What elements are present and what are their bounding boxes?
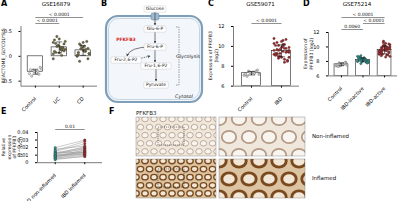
svg-text:Non-inflamed: Non-inflamed [312, 133, 349, 139]
svg-text:Control: Control [326, 85, 343, 102]
svg-text:Fru-2,6-P2: Fru-2,6-P2 [115, 57, 138, 62]
svg-text:PFKFB3: PFKFB3 [116, 37, 136, 42]
svg-text:Inflamed: Inflamed [312, 175, 336, 181]
svg-text:Glucose: Glucose [146, 6, 164, 11]
html-text:B: B [101, 0, 108, 8]
html-text:GSE59071: GSE59071 [246, 1, 275, 7]
svg-text:< 0.0001: < 0.0001 [256, 18, 277, 23]
svg-text:Expression ofPFKFB3 (log2): Expression ofPFKFB3 (log2) [303, 37, 314, 69]
svg-text:Glu-6-P: Glu-6-P [147, 26, 164, 31]
svg-text:CD: CD [76, 95, 86, 105]
svg-text:Cytosol: Cytosol [175, 94, 193, 99]
html-text:C: C [208, 0, 214, 8]
svg-text:8: 8 [221, 63, 224, 69]
svg-text:< 0.0001: < 0.0001 [353, 12, 374, 17]
svg-text:0.01: 0.01 [17, 151, 29, 158]
html-text:E: E [1, 107, 7, 116]
svg-text:0: 0 [9, 53, 12, 59]
svg-text:Expression of PFKFB3(log2): Expression of PFKFB3(log2) [208, 31, 219, 81]
svg-text:-0.5: -0.5 [2, 77, 12, 84]
svg-text:0.5: 0.5 [4, 28, 12, 35]
svg-text:Relativeexpressionof PFKFB3(2^: Relativeexpressionof PFKFB3(2^-ΔCt) [1, 135, 23, 160]
html-text:GSE75214: GSE75214 [342, 1, 372, 7]
svg-text:Pyruvate: Pyruvate [146, 82, 166, 87]
svg-text:IBD-active: IBD-active [364, 85, 386, 107]
svg-text:8: 8 [316, 58, 319, 64]
svg-text:PFKFB3: PFKFB3 [136, 110, 157, 116]
html-text:F: F [109, 107, 115, 116]
svg-text:< 0.0001: < 0.0001 [363, 18, 384, 23]
svg-text:Control: Control [236, 96, 253, 113]
svg-text:12: 12 [313, 29, 319, 35]
svg-text:< 0.0001: < 0.0001 [49, 12, 70, 17]
html-text:GSE16879: GSE16879 [41, 1, 71, 7]
svg-text:6: 6 [316, 73, 319, 79]
svg-text:0.0060: 0.0060 [344, 24, 360, 29]
svg-text:10: 10 [218, 43, 224, 49]
svg-text:0.02: 0.02 [17, 144, 29, 151]
html-text:D: D [303, 0, 310, 8]
svg-text:10: 10 [313, 44, 319, 50]
svg-text:< 0.0001: < 0.0001 [37, 18, 58, 23]
svg-text:UC: UC [52, 95, 62, 105]
svg-text:0.04: 0.04 [17, 129, 28, 135]
svg-text:Fru-1,6-P2: Fru-1,6-P2 [145, 63, 168, 68]
svg-text:REACTOME_GLYCOLYSIS: REACTOME_GLYCOLYSIS [1, 28, 7, 83]
svg-text:IBD-inactive: IBD-inactive [339, 85, 365, 111]
svg-text:Control: Control [20, 96, 37, 113]
svg-text:12: 12 [218, 23, 224, 29]
svg-text:IBD non-inflamed: IBD non-inflamed [22, 172, 57, 201]
svg-text:0.03: 0.03 [17, 136, 29, 143]
svg-text:IBD: IBD [273, 95, 284, 106]
svg-text:6: 6 [221, 83, 224, 89]
svg-text:0.01: 0.01 [65, 124, 75, 129]
svg-text:Fru-6-P: Fru-6-P [147, 44, 163, 49]
svg-text:IBD inflamed: IBD inflamed [60, 172, 87, 199]
svg-text:Glycolysis: Glycolysis [176, 54, 200, 59]
svg-text:0: 0 [25, 159, 28, 165]
html-text:A: A [1, 0, 8, 8]
